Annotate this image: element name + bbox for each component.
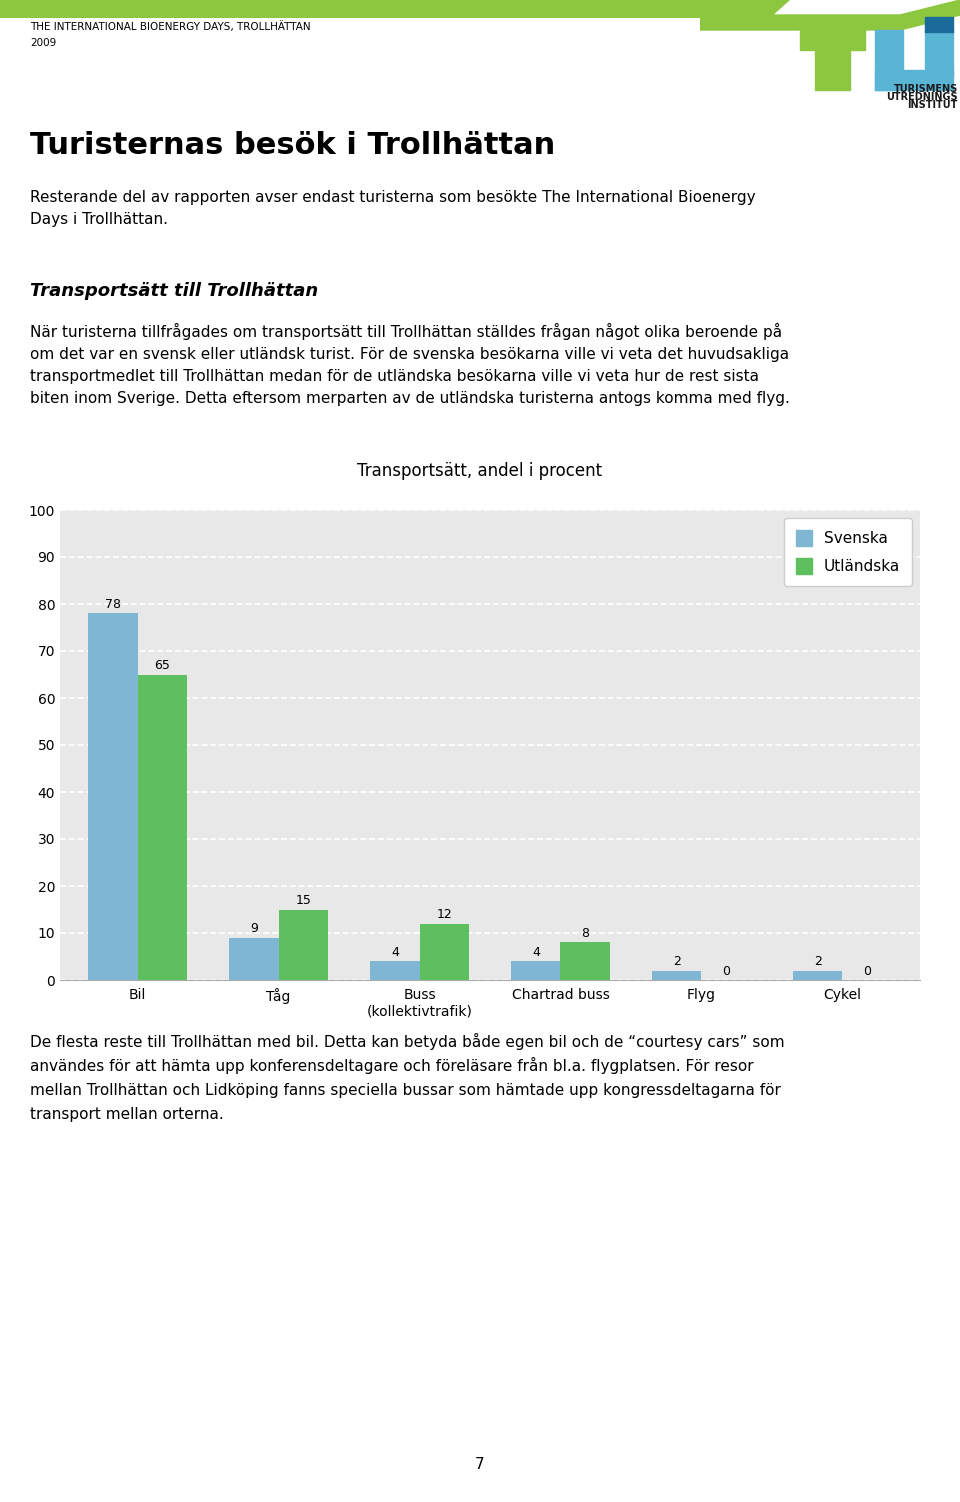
Text: 4: 4 [532,946,540,958]
Text: När turisterna tillfrågades om transportsätt till Trollhättan ställdes frågan nå: När turisterna tillfrågades om transport… [30,323,782,339]
Bar [652,970,702,979]
Text: 2: 2 [673,955,681,969]
Text: 4: 4 [391,946,398,958]
Text: 2009: 2009 [30,38,57,48]
Text: Turisternas besök i Trollhättan: Turisternas besök i Trollhättan [30,131,555,161]
Bar [88,613,137,979]
Bar [925,30,953,75]
Text: 9: 9 [250,922,258,936]
Bar [875,71,953,90]
Text: transportmedlet till Trollhättan medan för de utländska besökarna ville vi veta : transportmedlet till Trollhättan medan f… [30,369,759,385]
Text: mellan Trollhättan och Lidköping fanns speciella bussar som hämtade upp kongress: mellan Trollhättan och Lidköping fanns s… [30,1083,780,1098]
Text: biten inom Sverige. Detta eftersom merparten av de utländska turisterna antogs k: biten inom Sverige. Detta eftersom merpa… [30,391,790,406]
Text: transport mellan orterna.: transport mellan orterna. [30,1107,224,1122]
Polygon shape [700,0,960,30]
Bar [229,937,278,979]
Bar [925,17,953,32]
Text: om det var en svensk eller utländsk turist. För de svenska besökarna ville vi ve: om det var en svensk eller utländsk turi… [30,347,789,362]
Bar [137,674,187,979]
Text: 0: 0 [863,964,871,978]
Text: 65: 65 [155,659,170,673]
Bar [793,970,843,979]
Text: INSTITUT: INSTITUT [907,101,958,110]
Bar [420,924,468,979]
Text: Transportsätt till Trollhättan: Transportsätt till Trollhättan [30,282,319,300]
Bar [875,30,903,90]
Text: 78: 78 [105,598,121,611]
Text: 0: 0 [722,964,731,978]
Legend: Svenska, Utländska: Svenska, Utländska [784,518,912,586]
Bar [815,30,850,90]
Text: användes för att hämta upp konferensdeltagare och föreläsare från bl.a. flygplat: användes för att hämta upp konferensdelt… [30,1057,754,1074]
Bar [511,961,561,979]
Text: Days i Trollhättan.: Days i Trollhättan. [30,212,168,227]
Text: 7: 7 [475,1457,485,1472]
Text: 2: 2 [814,955,822,969]
Text: 8: 8 [581,927,589,940]
Text: Transportsätt, andel i procent: Transportsätt, andel i procent [357,463,603,481]
Text: UTREDNINGS: UTREDNINGS [886,92,958,102]
Bar [561,942,610,979]
Text: Resterande del av rapporten avser endast turisterna som besökte The Internationa: Resterande del av rapporten avser endast… [30,189,756,204]
Polygon shape [0,0,790,18]
Polygon shape [770,0,960,18]
Text: De flesta reste till Trollhättan med bil. Detta kan betyda både egen bil och de : De flesta reste till Trollhättan med bil… [30,1033,784,1050]
Text: 12: 12 [436,909,452,921]
Text: THE INTERNATIONAL BIOENERGY DAYS, TROLLHÄTTAN: THE INTERNATIONAL BIOENERGY DAYS, TROLLH… [30,21,311,32]
Text: 15: 15 [296,894,311,907]
Text: TURISMENS: TURISMENS [894,84,958,95]
Bar [278,910,328,979]
Bar [800,30,865,50]
Bar [371,961,420,979]
